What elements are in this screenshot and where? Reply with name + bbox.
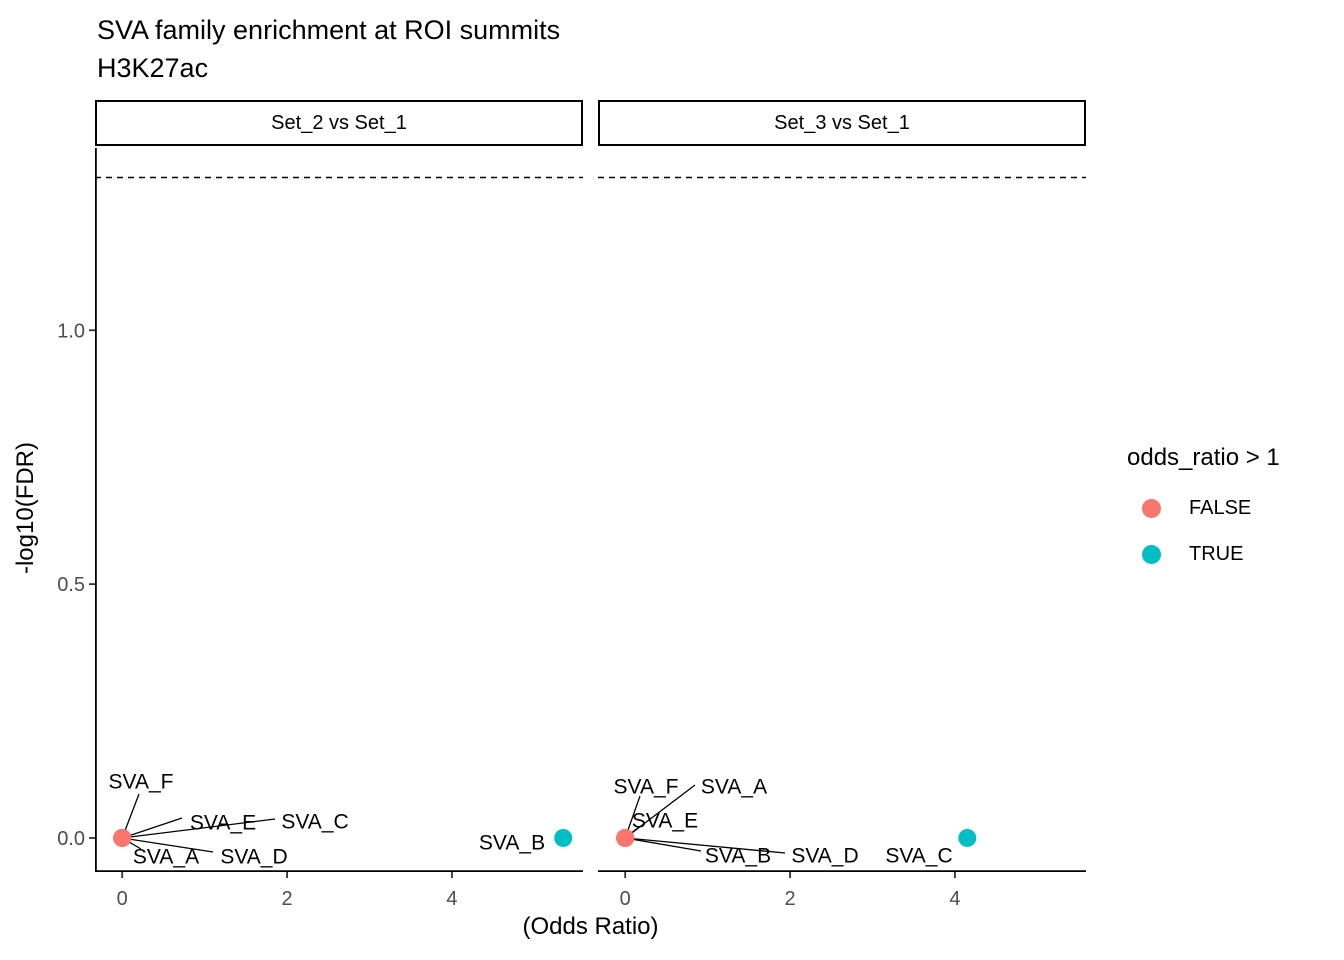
plot-subtitle: H3K27ac xyxy=(97,53,209,83)
point-label: SVA_D xyxy=(220,846,287,869)
x-tick-label: 4 xyxy=(446,888,457,910)
facet-strip-set2-vs-set1: Set_2 vs Set_1 xyxy=(95,100,583,146)
point-label: SVA_E xyxy=(632,810,698,833)
facet-strip-label: Set_3 vs Set_1 xyxy=(774,111,910,134)
x-tick-label: 2 xyxy=(785,888,796,910)
facet-strip-label: Set_2 vs Set_1 xyxy=(271,111,407,134)
legend-swatch-false-icon xyxy=(1142,498,1161,518)
x-tick-label: 0 xyxy=(117,888,128,910)
legend-label: TRUE xyxy=(1189,542,1244,565)
point-label: SVA_F xyxy=(614,776,679,799)
y-tick-label: 0.5 xyxy=(57,574,85,596)
x-tick-label: 0 xyxy=(620,888,631,910)
y-tick-label: 0.0 xyxy=(57,828,85,850)
point-label: SVA_E xyxy=(190,812,256,835)
legend-title: odds_ratio > 1 xyxy=(1127,444,1280,471)
legend-item-false: FALSE xyxy=(1127,485,1337,531)
point-label: SVA_F xyxy=(109,771,174,794)
label-leader-line xyxy=(121,817,183,839)
y-tick-label: 1.0 xyxy=(57,320,85,342)
data-point xyxy=(958,828,977,847)
legend-swatch-true-icon xyxy=(1142,544,1161,564)
label-leader-line xyxy=(625,837,702,852)
legend: odds_ratio > 1 FALSE TRUE xyxy=(1127,444,1337,577)
label-leader-line xyxy=(122,837,214,853)
data-point xyxy=(113,828,132,847)
point-label: SVA_C xyxy=(885,845,952,868)
plot-title: SVA family enrichment at ROI summits xyxy=(97,15,561,45)
legend-label: FALSE xyxy=(1189,496,1252,519)
point-label: SVA_B xyxy=(479,832,545,855)
facet-strip-set3-vs-set1: Set_3 vs Set_1 xyxy=(598,100,1086,146)
point-label: SVA_A xyxy=(133,846,199,869)
y-axis-title: -log10(FDR) xyxy=(12,441,39,575)
x-axis-title: (Odds Ratio) xyxy=(522,913,659,940)
label-leader-line xyxy=(122,818,276,839)
point-label: SVA_B xyxy=(705,845,771,868)
label-leader-line xyxy=(625,837,786,854)
point-label: SVA_A xyxy=(701,776,767,799)
data-point xyxy=(616,828,635,847)
point-label: SVA_C xyxy=(281,811,348,834)
data-point xyxy=(554,828,573,847)
legend-item-true: TRUE xyxy=(1127,531,1337,577)
x-tick-label: 4 xyxy=(949,888,960,910)
x-tick-label: 2 xyxy=(282,888,293,910)
facet-panel-set2-vs-set1: 0 2 4 0.0 0.5 1.0 SVA_F SVA_E SVA_C SVA_A SVA_D SVA… xyxy=(57,148,583,910)
point-label: SVA_D xyxy=(791,845,858,868)
